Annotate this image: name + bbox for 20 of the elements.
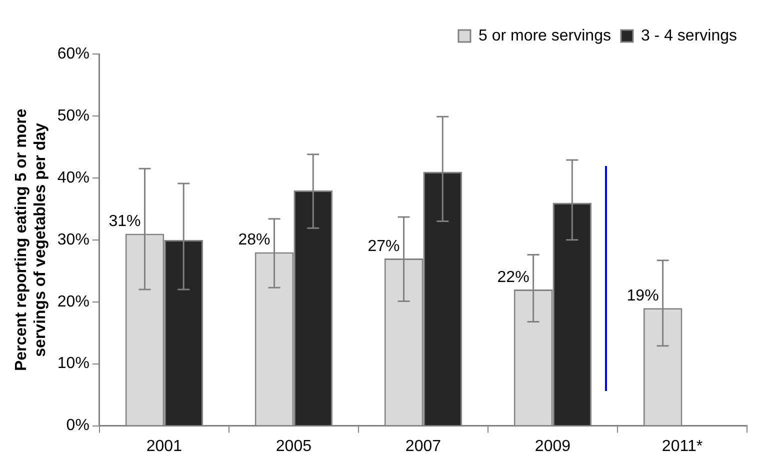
data-label: 27%: [368, 238, 400, 255]
x-tick-label: 2001: [146, 438, 182, 455]
x-tick-label: 2009: [534, 438, 571, 455]
y-tick-label: 10%: [57, 355, 90, 372]
data-label: 19%: [626, 287, 659, 304]
y-tick-label: 50%: [57, 107, 90, 124]
x-tick-label: 2011*: [662, 438, 703, 455]
y-tick-label: 60%: [57, 45, 90, 62]
y-tick-label: 0%: [66, 417, 90, 434]
y-tick-label: 30%: [57, 231, 90, 248]
y-tick-label: 20%: [57, 293, 90, 310]
x-tick-label: 2007: [405, 438, 442, 455]
legend-label: 3 - 4 servings: [640, 27, 738, 44]
x-tick-label: 2005: [276, 438, 312, 455]
data-label: 31%: [108, 213, 141, 230]
y-tick-label: 40%: [57, 169, 90, 186]
legend-label: 5 or more servings: [478, 27, 611, 44]
data-label: 22%: [497, 268, 530, 286]
y-axis-title: Percent reporting eating 5 or more servings of vegetables per day: [13, 108, 50, 372]
data-label: 28%: [238, 232, 270, 249]
